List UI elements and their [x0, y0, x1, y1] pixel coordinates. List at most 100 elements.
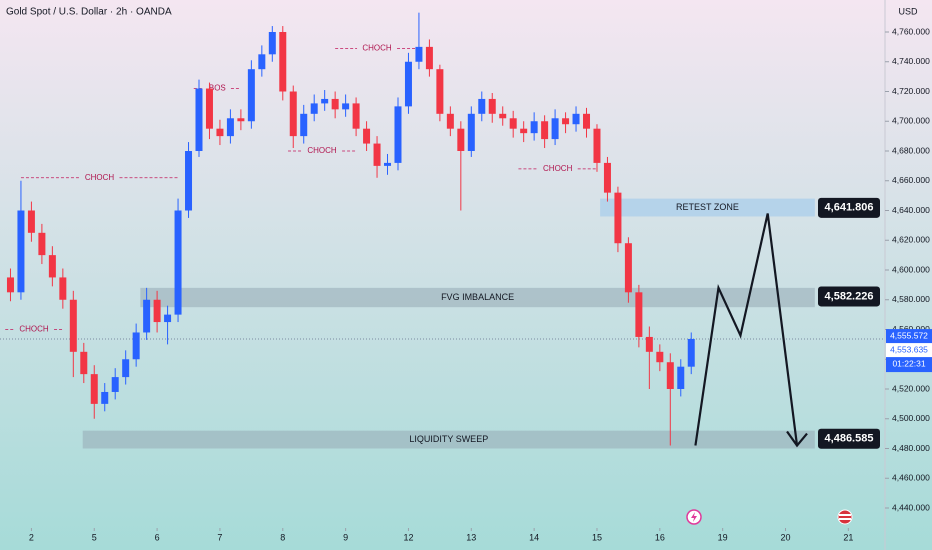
candle-body: [310, 103, 318, 114]
candle-body: [90, 374, 98, 404]
candle-body: [562, 118, 570, 125]
candle-body: [258, 54, 266, 70]
candle-body: [499, 113, 507, 119]
y-tick-label: 4,460.000: [892, 473, 930, 483]
candle-body: [624, 243, 632, 293]
x-tick-label: 5: [92, 532, 97, 542]
zone-label: FVG IMBALANCE: [441, 292, 514, 302]
candle-body: [111, 377, 119, 392]
candle-body: [300, 113, 308, 137]
candle-body: [48, 255, 56, 278]
flag-stripe: [839, 518, 851, 520]
price-tag: [818, 197, 880, 218]
y-tick-label: 4,620.000: [892, 235, 930, 245]
candle-body: [80, 351, 88, 375]
y-tick-label: 4,640.000: [892, 205, 930, 215]
annotation-label: CHOCH: [543, 164, 573, 173]
x-tick-label: 6: [155, 532, 160, 542]
candle-body: [384, 162, 392, 166]
candle-body: [603, 162, 611, 193]
candle-body: [520, 128, 528, 134]
flag-icon[interactable]: [837, 509, 853, 525]
candle-body: [174, 210, 182, 315]
y-tick-label: 4,480.000: [892, 443, 930, 453]
candle-body: [237, 118, 245, 122]
candle-body: [394, 106, 402, 163]
candle-body: [677, 366, 685, 389]
annotation-label: BOS: [209, 84, 226, 93]
candle-body: [279, 32, 287, 92]
candle-body: [404, 61, 412, 107]
flag-stripe: [839, 514, 851, 516]
candle-body: [666, 362, 674, 389]
candle-body: [530, 121, 538, 134]
last-price-label: 4,553.635: [890, 344, 928, 354]
mark-price-label: 4,555.572: [890, 330, 928, 340]
candle-body: [185, 151, 193, 211]
candle-body: [226, 118, 234, 137]
candle-body: [38, 232, 46, 256]
candle-body: [268, 32, 276, 55]
candle-body: [6, 277, 14, 293]
candle-body: [17, 210, 25, 293]
y-tick-label: 4,500.000: [892, 413, 930, 423]
y-tick-label: 4,580.000: [892, 294, 930, 304]
projection-arrowhead: [786, 430, 808, 448]
candle-body: [614, 192, 622, 244]
price-tag-label: 4,582.226: [825, 290, 874, 302]
zone-label: RETEST ZONE: [676, 202, 739, 212]
x-tick-label: 8: [280, 532, 285, 542]
y-tick-label: 4,720.000: [892, 86, 930, 96]
candle-body: [478, 98, 486, 114]
zone: [600, 198, 815, 217]
candle-body: [656, 351, 664, 363]
candle-body: [436, 69, 444, 114]
x-tick-label: 2: [29, 532, 34, 542]
projection-path: [694, 213, 799, 446]
candle-body: [509, 118, 517, 129]
candle-body: [635, 292, 643, 337]
candle-body: [321, 98, 329, 104]
x-tick-label: 9: [343, 532, 348, 542]
candle-body: [342, 103, 350, 110]
candle-body: [289, 91, 297, 137]
candle-body: [645, 336, 653, 352]
y-tick-label: 4,520.000: [892, 383, 930, 393]
candle-body: [373, 143, 381, 166]
candle-body: [195, 88, 203, 151]
annotation-label: CHOCH: [307, 146, 337, 155]
candle-body: [551, 118, 559, 140]
candle-body: [205, 88, 213, 129]
currency-label: USD: [898, 6, 918, 16]
candle-body: [572, 113, 580, 125]
y-tick-label: 4,600.000: [892, 264, 930, 274]
candle-body: [216, 128, 224, 137]
candle-body: [132, 332, 140, 360]
countdown-label: 01:22:31: [892, 358, 925, 368]
candle-body: [143, 299, 151, 333]
candle-body: [247, 69, 255, 122]
candle-body: [583, 113, 591, 129]
x-tick-label: 12: [403, 532, 413, 542]
candle-body: [415, 46, 423, 62]
x-tick-label: 16: [655, 532, 665, 542]
price-tag-label: 4,641.806: [825, 202, 874, 214]
annotation-label: CHOCH: [19, 325, 49, 334]
y-tick-label: 4,660.000: [892, 175, 930, 185]
candle-body: [687, 338, 695, 367]
zone: [82, 430, 815, 449]
candle-body: [153, 299, 161, 323]
price-tag-label: 4,486.585: [825, 433, 874, 445]
annotation-label: CHOCH: [362, 43, 392, 52]
candle-body: [467, 113, 475, 151]
candle-body: [593, 128, 601, 163]
zone: [140, 287, 815, 308]
price-tag: [818, 428, 880, 449]
event-icons: [686, 509, 853, 525]
price-tag: [818, 286, 880, 307]
x-tick-label: 20: [780, 532, 790, 542]
y-tick-label: 4,560.000: [892, 324, 930, 334]
candle-body: [69, 299, 77, 352]
